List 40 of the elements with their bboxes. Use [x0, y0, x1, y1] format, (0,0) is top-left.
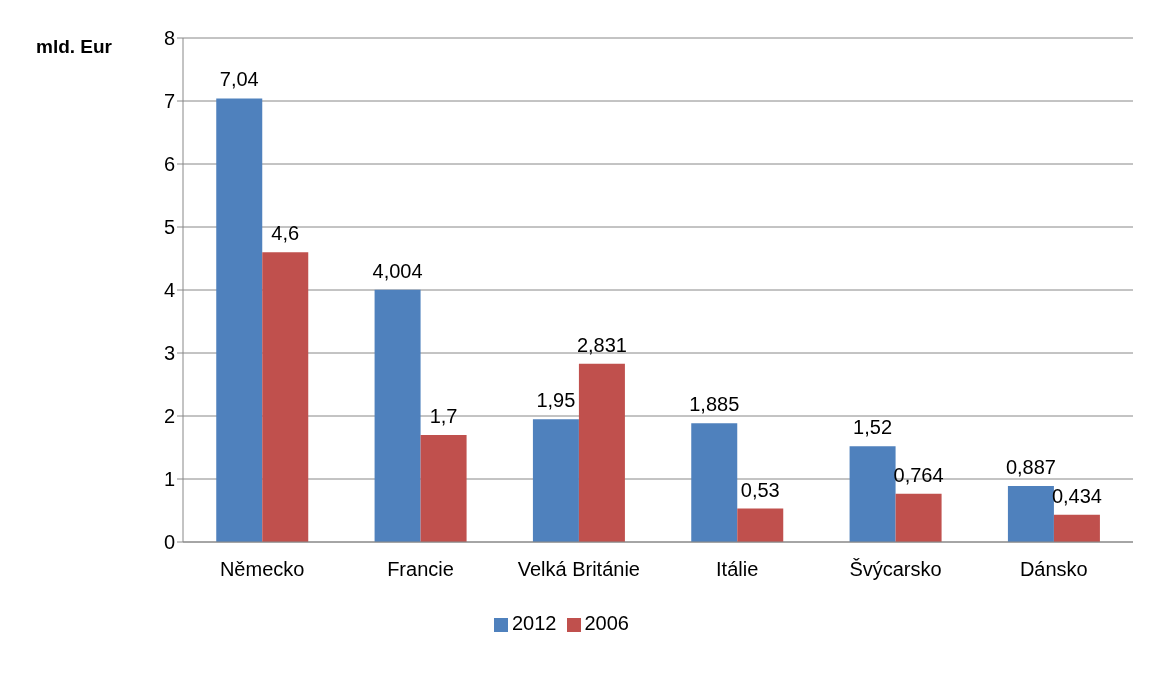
- bar: [532, 419, 579, 542]
- x-tick-label: Německo: [219, 558, 305, 581]
- x-tick-label: Dánsko: [1019, 558, 1088, 581]
- y-tick-label: 1: [163, 468, 175, 491]
- bar: [374, 289, 421, 542]
- y-tick-label: 2: [163, 405, 175, 428]
- data-label: 1,52: [853, 416, 893, 439]
- bar: [691, 423, 738, 542]
- bar: [895, 493, 942, 542]
- y-tick-label: 3: [163, 342, 175, 365]
- legend-label: 2006: [584, 612, 629, 634]
- bar: [262, 252, 309, 542]
- data-label: 4,6: [271, 222, 300, 245]
- x-tick-label: Itálie: [716, 558, 759, 581]
- bar: [1007, 486, 1054, 542]
- data-label: 0,887: [1005, 456, 1056, 479]
- y-tick-label: 4: [163, 279, 175, 302]
- data-label: 2,831: [576, 333, 627, 356]
- data-label: 1,95: [536, 389, 576, 412]
- y-tick-label: 8: [163, 27, 175, 50]
- x-tick-label: Francie: [387, 558, 454, 581]
- x-tick-label: Švýcarsko: [849, 558, 942, 581]
- data-label: 7,04: [219, 68, 259, 91]
- data-label: 4,004: [372, 259, 423, 282]
- bar: [420, 434, 467, 542]
- x-tick-label: Velká Británie: [517, 558, 640, 581]
- data-label: 1,885: [689, 393, 740, 416]
- y-tick-label: 5: [163, 216, 175, 239]
- legend-label: 2012: [512, 612, 557, 634]
- bar: [1053, 514, 1100, 542]
- y-tick-label: 0: [163, 531, 175, 554]
- data-label: 1,7: [429, 404, 458, 427]
- bar: [578, 363, 625, 542]
- y-tick-label: 6: [163, 153, 175, 176]
- y-axis-title: mld. Eur: [36, 36, 113, 58]
- bar: [216, 98, 263, 542]
- bar: [849, 446, 896, 542]
- y-tick-label: 7: [163, 90, 175, 113]
- data-label: 0,53: [740, 478, 780, 501]
- bar: [737, 508, 784, 542]
